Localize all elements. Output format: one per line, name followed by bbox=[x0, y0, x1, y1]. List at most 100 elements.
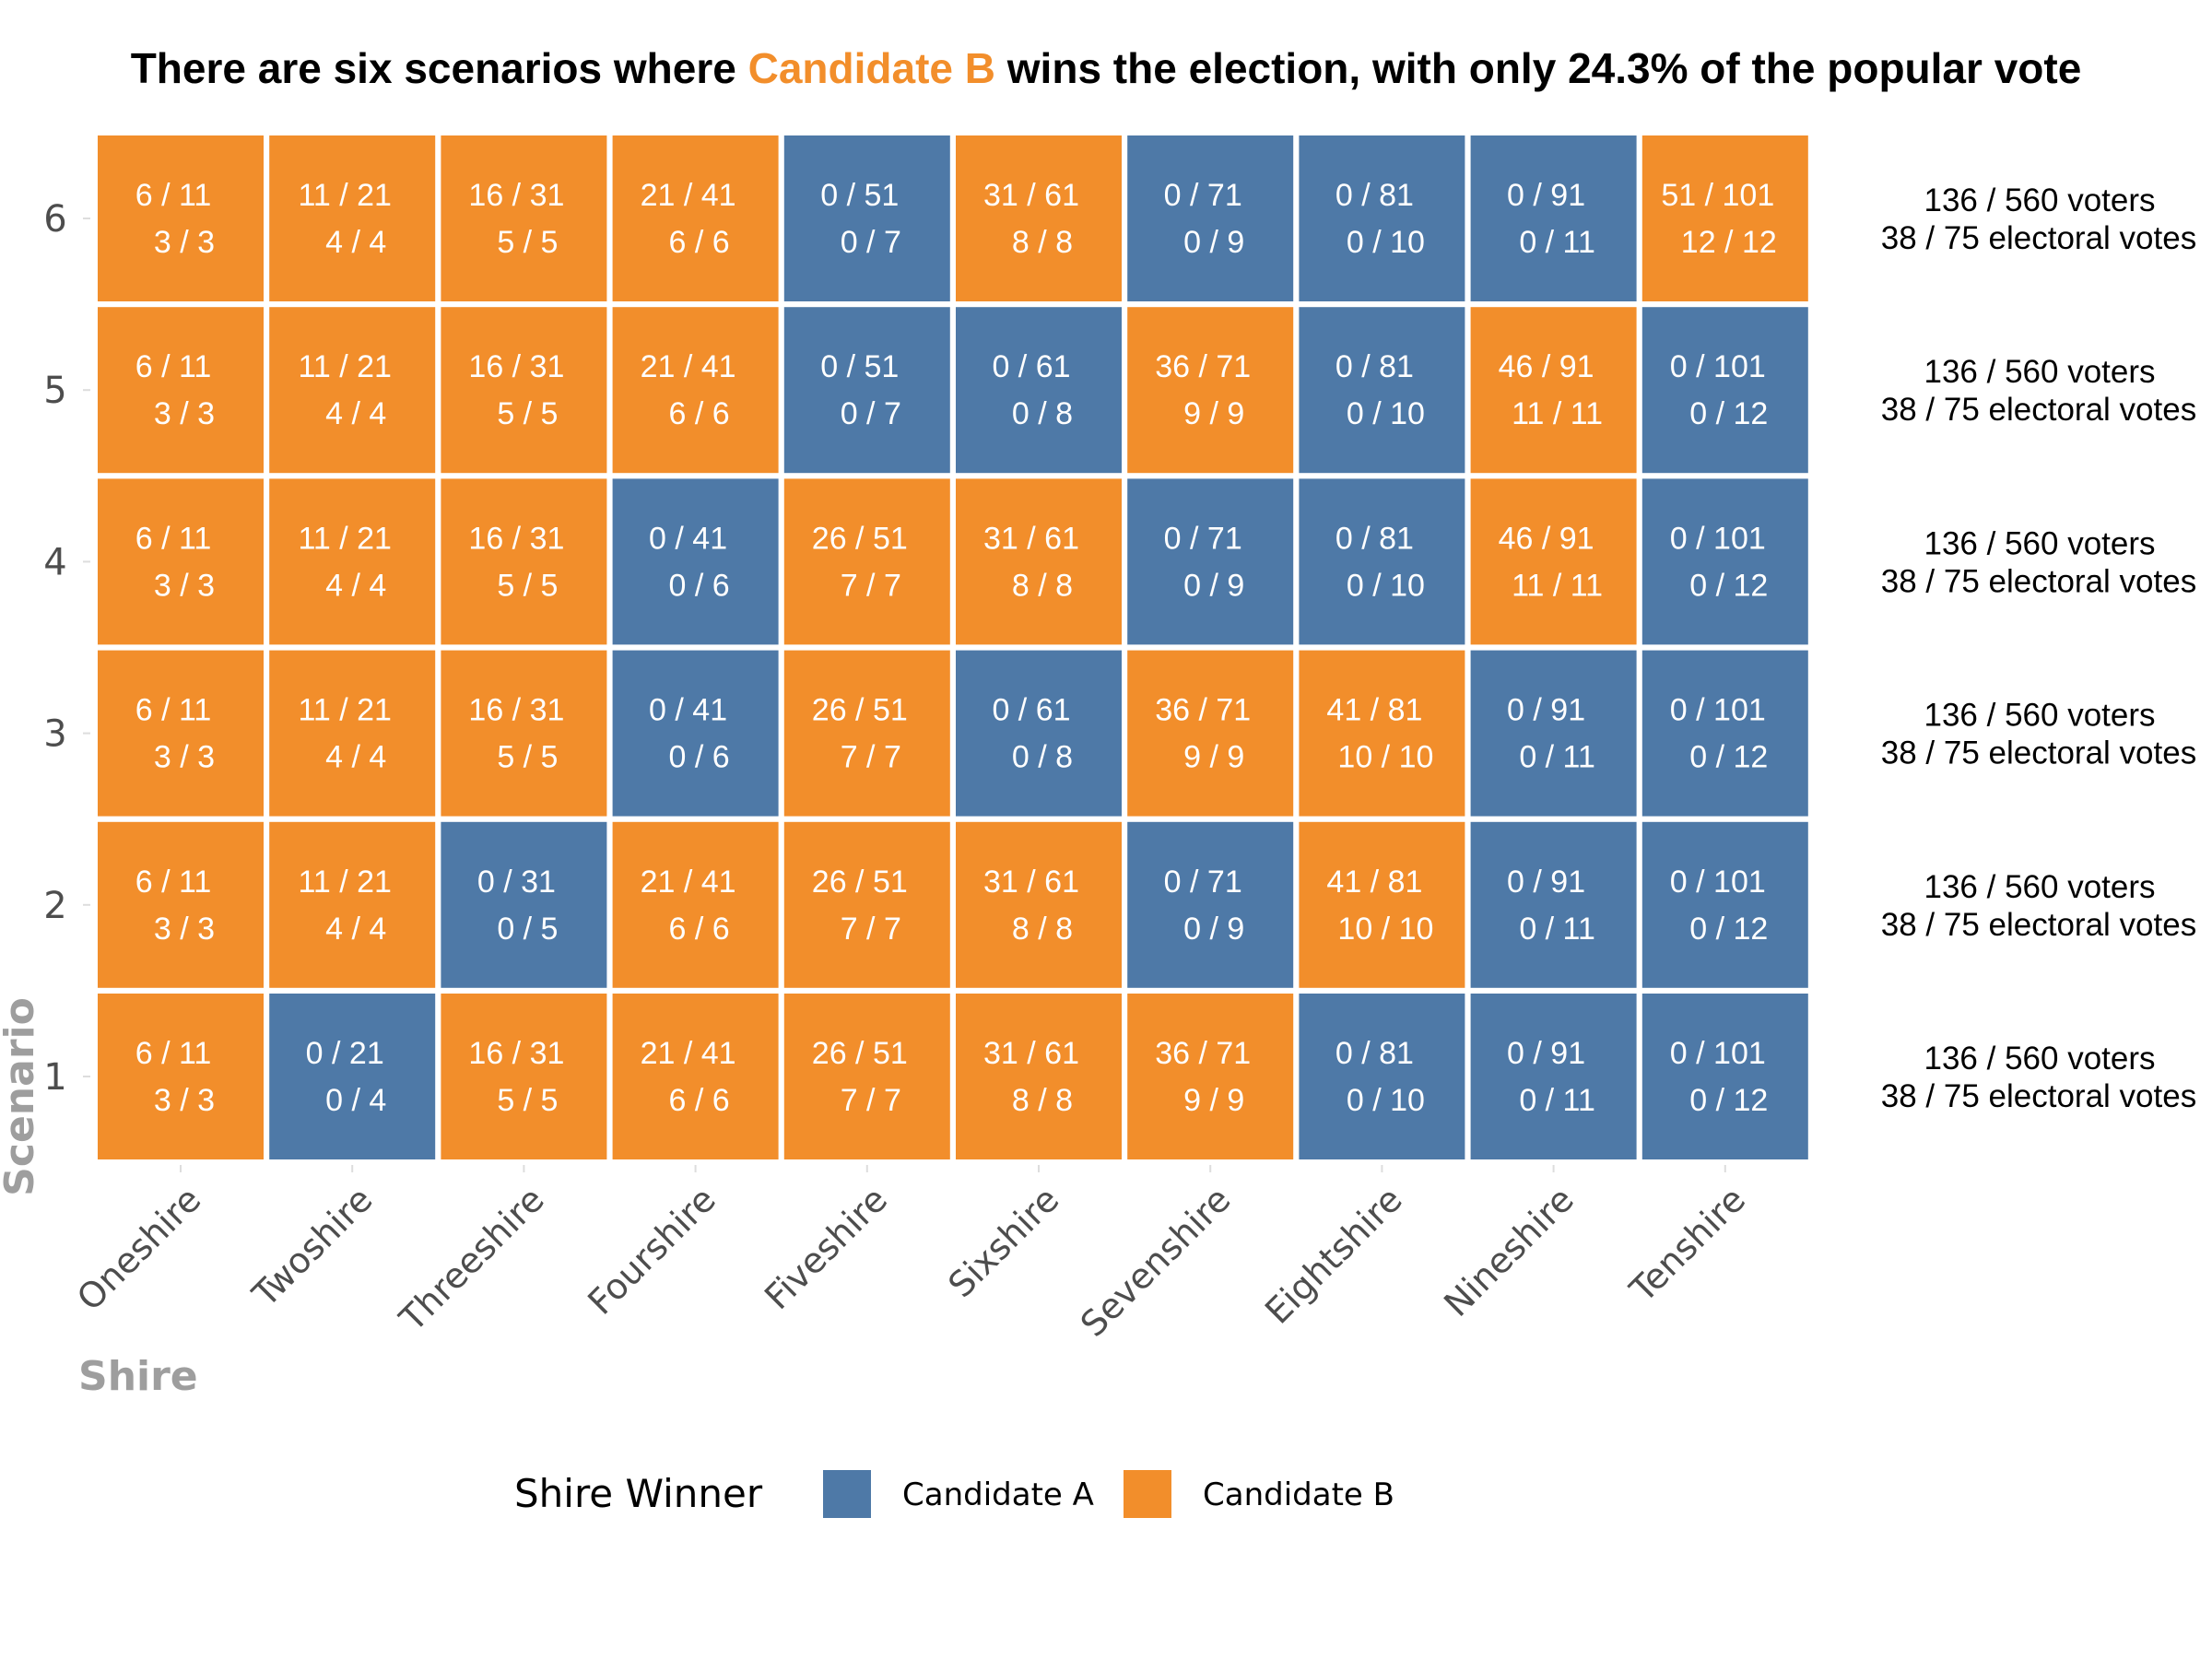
y-tick-label: 2 bbox=[43, 885, 66, 927]
cell-voters-label: 0 / 71 bbox=[1164, 178, 1242, 213]
x-tick-label: Oneshire bbox=[69, 1179, 208, 1318]
row-summary-electoral: 38 / 75 electoral votes bbox=[1881, 907, 2196, 943]
title-suffix: wins the election, with only 24.3% of th… bbox=[1006, 44, 2082, 92]
row-summary-voters: 136 / 560 voters bbox=[1924, 354, 2156, 390]
heatmap-cells: 6 / 11 3 / 3 0 / 21 0 / 4 16 / 31 5 / 5 21 / 4… bbox=[98, 135, 1808, 1159]
cell-electoral-label: 0 / 10 bbox=[1347, 568, 1425, 603]
heatmap-cell bbox=[98, 478, 264, 645]
cell-electoral-label: 3 / 3 bbox=[154, 396, 215, 431]
cell-electoral-label: 0 / 7 bbox=[841, 396, 901, 431]
heatmap-cell bbox=[1641, 478, 1808, 645]
cell-electoral-label: 0 / 6 bbox=[669, 568, 730, 603]
heatmap-cell bbox=[98, 821, 264, 988]
cell-voters-label: 11 / 21 bbox=[298, 693, 391, 728]
cell-electoral-label: 7 / 7 bbox=[841, 740, 901, 775]
cell-voters-label: 0 / 91 bbox=[1507, 1036, 1585, 1071]
cell-voters-label: 31 / 61 bbox=[983, 521, 1079, 556]
heatmap-cell bbox=[1641, 135, 1808, 301]
row-summary-voters: 136 / 560 voters bbox=[1924, 1041, 2156, 1077]
heatmap-cell bbox=[1470, 821, 1637, 988]
cell-electoral-label: 0 / 12 bbox=[1689, 1083, 1768, 1118]
x-tick-label: Fiveshire bbox=[757, 1179, 895, 1317]
row-summary-electoral: 38 / 75 electoral votes bbox=[1881, 1078, 2196, 1114]
cell-electoral-label: 9 / 9 bbox=[1183, 740, 1244, 775]
heatmap-cell bbox=[1127, 307, 1294, 474]
cell-electoral-label: 0 / 12 bbox=[1689, 740, 1768, 775]
heatmap-cell bbox=[783, 650, 950, 817]
cell-voters-label: 16 / 31 bbox=[468, 349, 564, 384]
heatmap-cell bbox=[1299, 994, 1465, 1159]
cell-voters-label: 46 / 91 bbox=[1499, 521, 1594, 556]
cell-voters-label: 0 / 91 bbox=[1507, 693, 1585, 728]
heatmap-cell bbox=[783, 307, 950, 474]
heatmap-cell bbox=[269, 650, 436, 817]
heatmap-cell bbox=[956, 994, 1122, 1159]
cell-voters-label: 0 / 61 bbox=[992, 349, 1070, 384]
heatmap-cell bbox=[1641, 821, 1808, 988]
heatmap-cell bbox=[1299, 307, 1465, 474]
cell-electoral-label: 4 / 4 bbox=[325, 740, 386, 775]
heatmap-cell bbox=[1641, 307, 1808, 474]
cell-voters-label: 0 / 21 bbox=[306, 1036, 384, 1071]
cell-electoral-label: 10 / 10 bbox=[1337, 740, 1433, 775]
cell-voters-label: 0 / 51 bbox=[820, 178, 899, 213]
heatmap-cell bbox=[783, 821, 950, 988]
cell-electoral-label: 5 / 5 bbox=[497, 1083, 558, 1118]
row-summary-electoral: 38 / 75 electoral votes bbox=[1881, 735, 2196, 771]
heatmap-cell bbox=[956, 821, 1122, 988]
chart-title: There are six scenarios where Candidate … bbox=[131, 44, 2082, 92]
cell-voters-label: 41 / 81 bbox=[1326, 693, 1422, 728]
cell-voters-label: 0 / 41 bbox=[649, 521, 727, 556]
cell-voters-label: 6 / 11 bbox=[135, 349, 212, 384]
heatmap-cell bbox=[1641, 994, 1808, 1159]
cell-electoral-label: 0 / 12 bbox=[1689, 396, 1768, 431]
heatmap-cell bbox=[612, 650, 779, 817]
cell-electoral-label: 0 / 11 bbox=[1519, 740, 1595, 775]
x-axis-tick-marks bbox=[180, 1165, 1726, 1172]
cell-voters-label: 11 / 21 bbox=[298, 521, 391, 556]
heatmap-cell bbox=[441, 994, 607, 1159]
heatmap-cell bbox=[956, 307, 1122, 474]
cell-electoral-label: 9 / 9 bbox=[1183, 1083, 1244, 1118]
heatmap-cell bbox=[269, 135, 436, 301]
legend-swatch bbox=[823, 1470, 871, 1518]
cell-voters-label: 0 / 71 bbox=[1164, 865, 1242, 900]
cell-electoral-label: 0 / 4 bbox=[325, 1083, 386, 1118]
y-tick-label: 3 bbox=[43, 713, 66, 756]
heatmap-cell bbox=[956, 135, 1122, 301]
cell-electoral-label: 0 / 9 bbox=[1183, 568, 1244, 603]
heatmap-cell bbox=[441, 478, 607, 645]
cell-voters-label: 6 / 11 bbox=[135, 693, 212, 728]
cell-voters-label: 6 / 11 bbox=[135, 1036, 212, 1071]
cell-voters-label: 41 / 81 bbox=[1326, 865, 1422, 900]
cell-voters-label: 51 / 101 bbox=[1661, 178, 1774, 213]
title-prefix: There are six scenarios where bbox=[131, 44, 748, 92]
cell-voters-label: 16 / 31 bbox=[468, 693, 564, 728]
cell-voters-label: 21 / 41 bbox=[641, 349, 736, 384]
cell-electoral-label: 0 / 5 bbox=[497, 912, 558, 947]
heatmap-cell bbox=[1299, 650, 1465, 817]
y-tick-label: 6 bbox=[43, 198, 66, 241]
heatmap-cell bbox=[783, 478, 950, 645]
heatmap-cell bbox=[1470, 650, 1637, 817]
heatmap-cell bbox=[1470, 307, 1637, 474]
cell-electoral-label: 0 / 8 bbox=[1012, 396, 1073, 431]
cell-electoral-label: 5 / 5 bbox=[497, 396, 558, 431]
y-axis-tick-labels: 1 2 3 4 5 6 bbox=[43, 198, 66, 1099]
cell-electoral-label: 3 / 3 bbox=[154, 225, 215, 260]
cell-electoral-label: 7 / 7 bbox=[841, 568, 901, 603]
cell-voters-label: 16 / 31 bbox=[468, 1036, 564, 1071]
row-summary-voters: 136 / 560 voters bbox=[1924, 182, 2156, 218]
x-tick-label: Nineshire bbox=[1436, 1179, 1582, 1324]
legend-label: Candidate B bbox=[1203, 1477, 1394, 1513]
heatmap-cell bbox=[269, 821, 436, 988]
cell-electoral-label: 4 / 4 bbox=[325, 396, 386, 431]
cell-electoral-label: 8 / 8 bbox=[1012, 912, 1073, 947]
heatmap-cell bbox=[1470, 135, 1637, 301]
cell-electoral-label: 7 / 7 bbox=[841, 1083, 901, 1118]
cell-voters-label: 36 / 71 bbox=[1155, 349, 1251, 384]
cell-electoral-label: 11 / 11 bbox=[1512, 568, 1603, 603]
cell-voters-label: 11 / 21 bbox=[298, 349, 391, 384]
cell-electoral-label: 9 / 9 bbox=[1183, 396, 1244, 431]
cell-voters-label: 36 / 71 bbox=[1155, 693, 1251, 728]
